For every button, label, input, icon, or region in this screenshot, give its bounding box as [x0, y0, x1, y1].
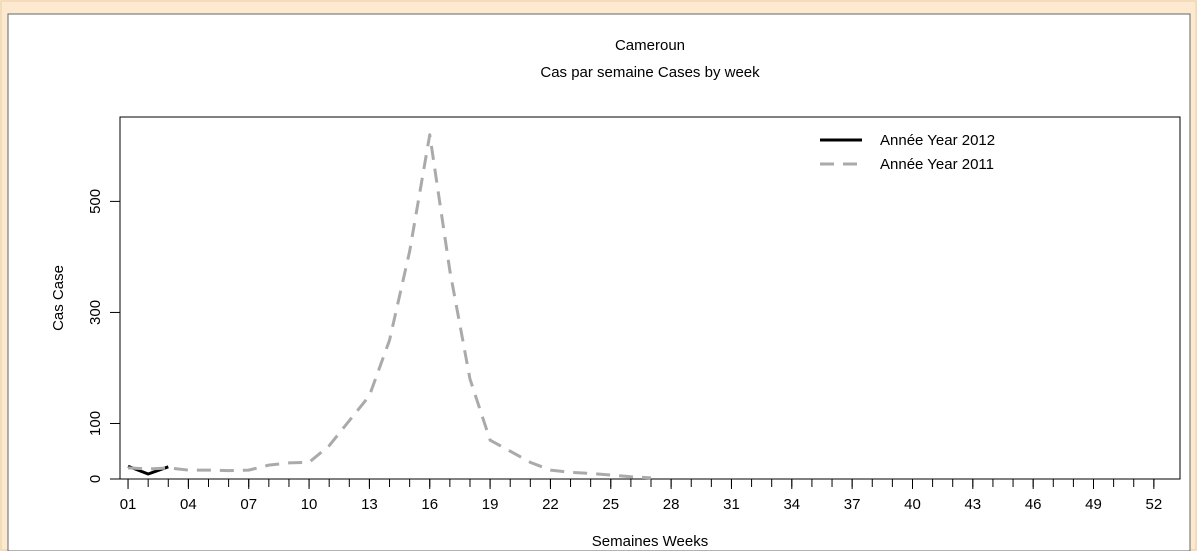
x-tick-label: 22 [542, 496, 559, 513]
chart-title: Cameroun [615, 37, 685, 54]
x-tick-label: 25 [602, 496, 619, 513]
legend-label: Année Year 2012 [880, 132, 995, 149]
x-tick-label: 07 [240, 496, 257, 513]
x-tick-label: 10 [301, 496, 318, 513]
x-tick-label: 31 [723, 496, 740, 513]
x-tick-label: 40 [904, 496, 921, 513]
x-tick-label: 37 [844, 496, 861, 513]
y-axis-label: Cas Case [50, 265, 67, 331]
x-tick-label: 34 [783, 496, 800, 513]
x-axis-label: Semaines Weeks [592, 533, 708, 550]
x-tick-label: 43 [964, 496, 981, 513]
series-line [127, 133, 652, 480]
x-tick-label: 01 [120, 496, 137, 513]
legend-label: Année Year 2011 [880, 156, 994, 173]
y-tick-label: 100 [87, 411, 104, 436]
y-tick-label: 500 [87, 189, 104, 214]
x-tick-label: 28 [663, 496, 680, 513]
y-tick-label: 300 [87, 300, 104, 325]
x-tick-label: 16 [421, 496, 438, 513]
x-tick-label: 52 [1146, 496, 1163, 513]
x-tick-label: 19 [482, 496, 499, 513]
y-tick-label: 0 [87, 475, 104, 483]
x-tick-label: 04 [180, 496, 197, 513]
panel [7, 13, 1191, 551]
x-tick-label: 49 [1085, 496, 1102, 513]
chart-subtitle: Cas par semaine Cases by week [540, 64, 760, 81]
x-tick-label: 46 [1025, 496, 1042, 513]
x-tick-label: 13 [361, 496, 378, 513]
